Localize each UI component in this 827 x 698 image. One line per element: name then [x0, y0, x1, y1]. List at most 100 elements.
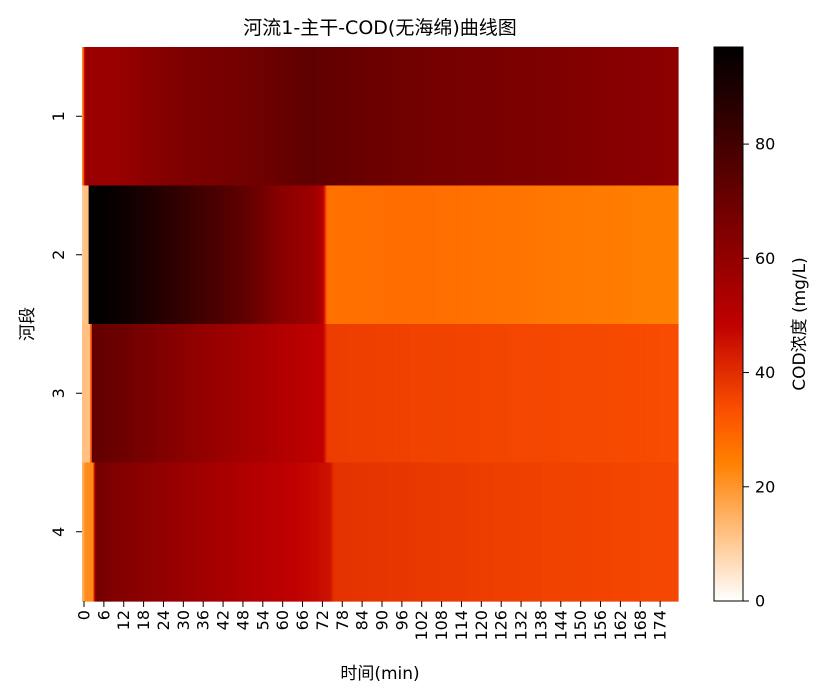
heatmap-cell — [242, 185, 245, 325]
heatmap-cell — [161, 462, 164, 602]
heatmap-cell — [174, 324, 177, 464]
heatmap-cell — [219, 47, 222, 187]
heatmap-cell — [557, 47, 560, 187]
heatmap-cell — [663, 324, 666, 464]
heatmap-cell — [553, 47, 557, 187]
heatmap-cell — [366, 324, 370, 464]
heatmap-cell — [514, 185, 517, 325]
heatmap-cell — [502, 324, 505, 464]
heatmap-cell — [641, 324, 644, 464]
heatmap-cell — [373, 324, 376, 464]
heatmap-cell — [282, 324, 285, 464]
heatmap-cell — [350, 462, 353, 602]
heatmap-cell — [151, 462, 154, 602]
heatmap-cell — [383, 185, 386, 325]
heatmap-cell — [136, 462, 139, 602]
heatmap-cell — [477, 324, 480, 464]
heatmap-cell — [639, 47, 643, 187]
x-tick-label: 54 — [253, 610, 272, 630]
heatmap-cell — [471, 462, 474, 602]
heatmap-cell — [315, 185, 318, 325]
heatmap-cell — [154, 462, 158, 602]
x-tick-label: 174 — [651, 610, 670, 641]
heatmap-cell — [333, 47, 336, 187]
heatmap-cell — [158, 185, 161, 325]
heatmap-cell — [275, 324, 278, 464]
heatmap-cell — [674, 185, 677, 325]
heatmap-cell — [608, 324, 611, 464]
heatmap-cell — [482, 462, 485, 602]
heatmap-cell — [171, 47, 174, 187]
heatmap-cell — [616, 47, 619, 187]
heatmap-cell — [555, 324, 558, 464]
heatmap-cell — [136, 324, 139, 464]
heatmap-cell — [216, 47, 219, 187]
heatmap-cell — [601, 47, 605, 187]
heatmap-cell — [176, 324, 179, 464]
heatmap-cell — [138, 324, 141, 464]
heatmap-cell — [509, 185, 512, 325]
heatmap-cell — [490, 47, 494, 187]
heatmap-cell — [288, 47, 292, 187]
heatmap-cell — [257, 47, 260, 187]
heatmap-cell — [643, 185, 646, 325]
heatmap-cell — [313, 462, 317, 602]
heatmap-cell — [396, 462, 399, 602]
heatmap-cell — [437, 185, 441, 325]
heatmap-cell — [620, 462, 623, 602]
heatmap-cell — [388, 185, 391, 325]
heatmap-row-2 — [82, 185, 679, 325]
heatmap-cell — [401, 47, 404, 187]
heatmap-cell — [144, 462, 148, 602]
heatmap-cell — [490, 324, 494, 464]
heatmap-cell — [269, 47, 272, 187]
heatmap-cell — [530, 462, 533, 602]
heatmap-cell — [603, 47, 606, 187]
heatmap-cell — [245, 462, 249, 602]
heatmap-cell — [254, 185, 257, 325]
heatmap-cell — [654, 462, 658, 602]
heatmap-cell — [476, 324, 479, 464]
heatmap-cell — [252, 462, 255, 602]
heatmap-cell — [232, 324, 235, 464]
heatmap-cell — [519, 462, 522, 602]
heatmap-cell — [125, 462, 128, 602]
heatmap-cell — [283, 324, 287, 464]
heatmap-cell — [189, 324, 192, 464]
heatmap-cell — [214, 324, 217, 464]
heatmap-cell — [178, 324, 181, 464]
heatmap-cell — [441, 47, 444, 187]
heatmap-cell — [522, 47, 525, 187]
heatmap-cell — [671, 462, 674, 602]
heatmap-cell — [474, 185, 477, 325]
heatmap-cell — [184, 324, 187, 464]
heatmap-cell — [310, 324, 313, 464]
heatmap-cell — [648, 462, 651, 602]
heatmap-cell — [168, 47, 171, 187]
heatmap-cell — [245, 47, 249, 187]
heatmap-cell — [187, 47, 191, 187]
heatmap-cell — [625, 324, 628, 464]
heatmap-cell — [123, 185, 126, 325]
heatmap-cell — [128, 324, 131, 464]
heatmap-cell — [365, 324, 368, 464]
heatmap-cell — [245, 185, 249, 325]
heatmap-cell — [351, 462, 355, 602]
heatmap-cell — [371, 185, 374, 325]
heatmap-cell — [414, 462, 418, 602]
heatmap-cell — [673, 324, 676, 464]
heatmap-cell — [606, 462, 610, 602]
heatmap-cell — [212, 47, 216, 187]
heatmap-cell — [327, 185, 330, 325]
heatmap-cell — [262, 47, 265, 187]
heatmap-cell — [398, 185, 401, 325]
heatmap-cell — [191, 324, 194, 464]
heatmap-cell — [264, 47, 267, 187]
heatmap-cell — [502, 47, 505, 187]
heatmap-cell — [586, 47, 590, 187]
heatmap-cell — [469, 324, 472, 464]
heatmap-cell — [336, 185, 340, 325]
heatmap-cells — [82, 47, 679, 602]
heatmap-cell — [90, 47, 93, 187]
heatmap-cell — [115, 185, 118, 325]
